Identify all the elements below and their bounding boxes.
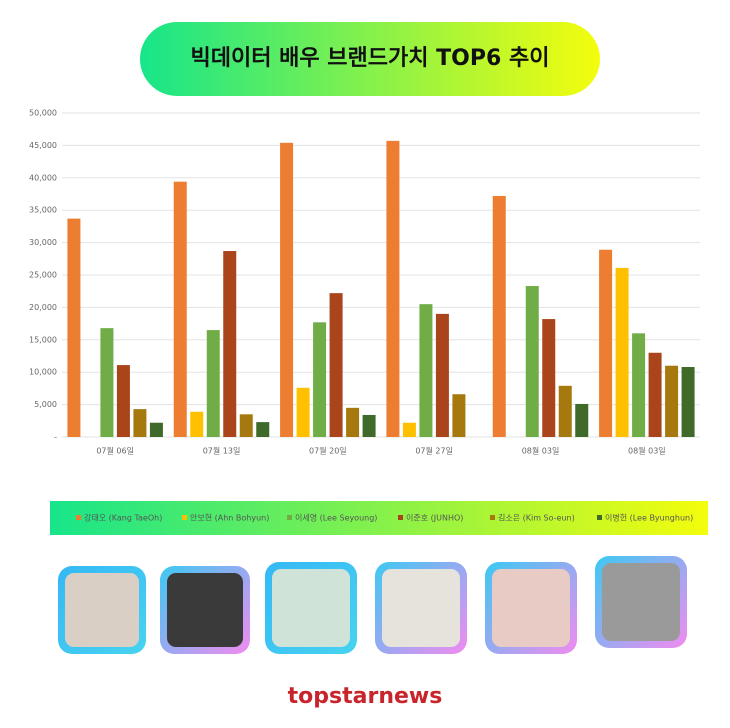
legend-swatch [490,515,495,520]
legend-label: 이세영 (Lee Seyoung) [295,513,377,523]
bar [296,387,310,437]
y-tick-label: 30,000 [29,238,57,247]
bar [402,422,416,437]
y-tick-label: - [54,433,57,442]
bar [256,422,270,437]
x-tick-label: 07월 06일 [96,446,134,456]
photo [382,569,460,647]
y-tick-label: 25,000 [29,271,57,280]
bar [346,407,360,437]
bar [542,319,556,437]
legend-label: 안보현 (Ahn Bohyun) [190,513,269,523]
y-tick-label: 45,000 [29,141,57,150]
photo [272,569,350,647]
legend-swatch [287,515,292,520]
bar [173,181,187,437]
legend-label: 이병헌 (Lee Byunghun) [605,513,693,523]
bar [575,403,589,437]
bar [452,394,466,437]
bar [632,333,646,437]
bar [206,330,220,437]
x-tick-label: 08월 03일 [522,446,560,456]
x-tick-label: 07월 20일 [309,446,347,456]
x-tick-label: 07월 27일 [415,446,453,456]
bar [280,142,294,438]
bar [648,352,662,437]
y-tick-label: 35,000 [29,206,57,215]
photo [65,573,139,647]
legend-label: 강태오 (Kang TaeOh) [84,513,162,523]
bar [665,365,679,437]
y-tick-label: 20,000 [29,303,57,312]
legend-label: 이준호 (JUNHO) [406,513,463,523]
x-tick-label: 08월 03일 [628,446,666,456]
y-tick-label: 40,000 [29,173,57,182]
y-tick-label: 15,000 [29,335,57,344]
legend-swatch [76,515,81,520]
bar [67,218,81,437]
y-tick-label: 5,000 [34,400,57,409]
legend-label: 김소은 (Kim So-eun) [498,513,575,523]
x-tick-label: 07월 13일 [203,446,241,456]
source-logo: topstarnews [288,684,443,709]
bar [329,293,343,437]
photo [492,569,570,647]
bar [599,249,613,437]
y-tick-label: 50,000 [29,109,57,118]
bar [558,385,572,437]
y-tick-label: 10,000 [29,368,57,377]
photo [602,563,680,641]
bar [223,251,237,437]
bar [492,195,506,437]
bar [190,411,204,437]
legend-swatch [597,515,602,520]
bar [386,140,400,437]
bar [525,286,539,437]
bar [681,367,695,437]
legend-swatch [182,515,187,520]
bar [615,267,629,437]
bar [239,414,253,437]
bar [149,422,163,437]
photo [167,573,243,647]
bar [435,313,449,437]
bar [116,365,130,437]
legend-swatch [398,515,403,520]
bar [362,414,376,437]
bar [100,328,114,437]
bar [419,304,433,437]
bar [313,322,327,437]
chart-title: 빅데이터 배우 브랜드가치 TOP6 추이 [191,46,550,71]
photos [58,556,687,654]
title-pill [140,22,600,96]
bar [133,409,147,437]
